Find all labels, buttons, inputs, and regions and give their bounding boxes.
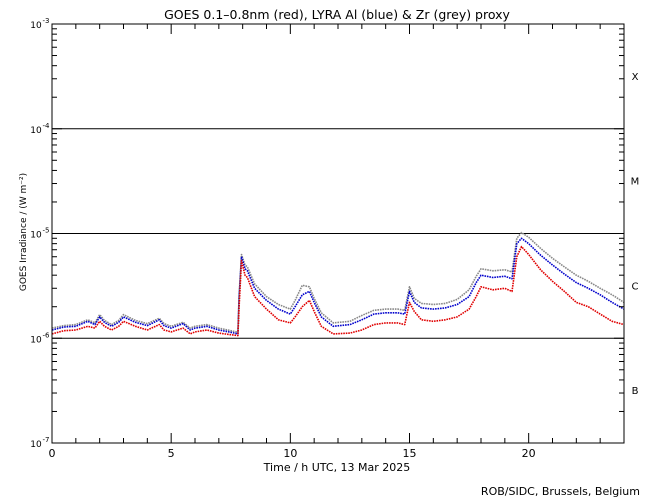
flare-class-label: C xyxy=(632,281,639,292)
y-tick-label-exponent: -7 xyxy=(43,436,50,444)
y-tick-label-exponent: -6 xyxy=(43,331,51,339)
y-tick-label-exponent: -5 xyxy=(43,227,50,235)
series-line-al xyxy=(51,237,625,335)
y-tick-label-base: 10 xyxy=(30,335,42,345)
y-tick-label-base: 10 xyxy=(30,440,42,450)
series-line-zr xyxy=(51,231,625,334)
series-line-goes xyxy=(51,245,625,337)
chart-title: GOES 0.1–0.8nm (red), LYRA Al (blue) & Z… xyxy=(164,7,510,22)
y-tick-label-exponent: -3 xyxy=(43,17,50,25)
x-tick-label: 10 xyxy=(283,447,297,460)
y-tick-label-exponent: -4 xyxy=(43,122,51,130)
x-tick-label: 0 xyxy=(49,447,56,460)
flare-class-label: M xyxy=(631,177,640,188)
footer-credit: ROB/SIDC, Brussels, Belgium xyxy=(481,485,640,498)
x-axis-label: Time / h UTC, 13 Mar 2025 xyxy=(263,461,411,474)
y-axis-label: GOES Irradiance / (W m⁻²) xyxy=(19,173,29,291)
flare-class-label: X xyxy=(632,72,639,83)
x-tick-label: 20 xyxy=(522,447,536,460)
x-tick-label: 15 xyxy=(403,447,417,460)
y-tick-label-base: 10 xyxy=(30,21,42,31)
y-tick-label-base: 10 xyxy=(30,126,42,136)
flare-class-label: B xyxy=(632,386,639,397)
x-tick-label: 5 xyxy=(168,447,175,460)
y-tick-label-base: 10 xyxy=(30,231,42,241)
